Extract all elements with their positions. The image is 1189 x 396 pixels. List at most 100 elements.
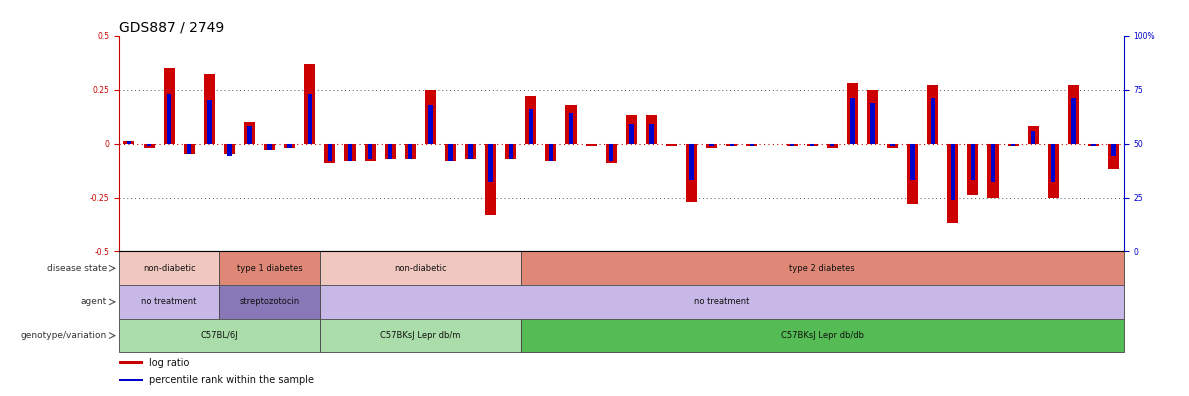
Bar bbox=[666, 143, 677, 146]
Bar bbox=[950, 143, 955, 200]
Bar bbox=[521, 319, 1124, 352]
Bar bbox=[119, 319, 320, 352]
Bar bbox=[521, 251, 1124, 285]
Bar bbox=[219, 285, 320, 319]
Bar bbox=[546, 143, 556, 161]
Bar bbox=[247, 126, 252, 143]
Bar bbox=[445, 143, 455, 161]
Bar bbox=[931, 98, 935, 143]
Bar bbox=[385, 143, 396, 159]
Bar bbox=[465, 143, 476, 159]
Bar bbox=[568, 113, 573, 143]
Bar bbox=[649, 124, 654, 143]
Text: C57BKsJ Lepr db/m: C57BKsJ Lepr db/m bbox=[380, 331, 460, 340]
Text: genotype/variation: genotype/variation bbox=[20, 331, 107, 340]
Bar bbox=[609, 143, 614, 161]
Text: no treatment: no treatment bbox=[694, 297, 749, 307]
Bar bbox=[124, 141, 134, 143]
Text: type 2 diabetes: type 2 diabetes bbox=[789, 264, 855, 273]
Text: non-diabetic: non-diabetic bbox=[394, 264, 447, 273]
Bar bbox=[119, 285, 219, 319]
Bar bbox=[970, 143, 975, 180]
Text: GDS887 / 2749: GDS887 / 2749 bbox=[119, 21, 225, 34]
Bar bbox=[686, 143, 697, 202]
Text: type 1 diabetes: type 1 diabetes bbox=[237, 264, 302, 273]
Bar bbox=[203, 74, 215, 143]
Bar bbox=[726, 143, 737, 146]
Bar bbox=[119, 251, 219, 285]
Bar bbox=[1007, 143, 1019, 146]
Bar bbox=[144, 143, 155, 148]
Bar bbox=[509, 143, 512, 159]
Bar bbox=[948, 143, 958, 223]
Text: agent: agent bbox=[81, 297, 107, 307]
Text: non-diabetic: non-diabetic bbox=[143, 264, 195, 273]
Bar bbox=[187, 143, 191, 154]
Bar bbox=[730, 143, 734, 146]
Bar bbox=[826, 143, 838, 148]
Bar bbox=[1108, 143, 1119, 169]
Bar bbox=[244, 122, 254, 143]
Bar bbox=[347, 143, 352, 161]
Bar bbox=[605, 143, 617, 163]
Bar bbox=[505, 143, 516, 159]
Bar bbox=[847, 83, 857, 143]
Bar bbox=[789, 143, 794, 146]
Bar bbox=[388, 143, 392, 159]
Bar bbox=[468, 143, 473, 159]
Bar bbox=[1051, 143, 1056, 183]
Text: percentile rank within the sample: percentile rank within the sample bbox=[149, 375, 314, 385]
Bar bbox=[424, 89, 436, 143]
Bar bbox=[328, 143, 332, 161]
Bar bbox=[968, 143, 979, 195]
Bar bbox=[787, 143, 798, 146]
Bar bbox=[1071, 98, 1076, 143]
Bar bbox=[288, 143, 292, 148]
Bar bbox=[1088, 143, 1099, 146]
Bar bbox=[887, 143, 898, 148]
Bar bbox=[320, 319, 521, 352]
Bar bbox=[710, 143, 713, 146]
Bar bbox=[548, 143, 553, 161]
Bar bbox=[320, 285, 1124, 319]
Bar bbox=[830, 143, 835, 146]
Text: C57BKsJ Lepr db/db: C57BKsJ Lepr db/db bbox=[781, 331, 863, 340]
Bar bbox=[566, 105, 577, 143]
Bar bbox=[308, 94, 312, 143]
Bar bbox=[867, 89, 877, 143]
Text: no treatment: no treatment bbox=[141, 297, 197, 307]
Bar bbox=[706, 143, 717, 148]
Bar bbox=[646, 116, 656, 143]
Bar bbox=[1027, 126, 1039, 143]
Bar bbox=[1011, 143, 1015, 146]
Text: log ratio: log ratio bbox=[149, 358, 189, 367]
Bar bbox=[690, 143, 694, 180]
Bar bbox=[219, 251, 320, 285]
Bar bbox=[1048, 143, 1058, 198]
Bar bbox=[227, 143, 232, 156]
Bar bbox=[911, 143, 914, 180]
Bar bbox=[749, 143, 754, 146]
Bar bbox=[224, 143, 235, 154]
Bar bbox=[1031, 131, 1036, 143]
Bar bbox=[806, 143, 818, 146]
Bar bbox=[988, 143, 999, 198]
Text: C57BL/6J: C57BL/6J bbox=[201, 331, 238, 340]
Bar bbox=[629, 124, 634, 143]
Bar bbox=[485, 143, 496, 215]
Bar bbox=[625, 116, 637, 143]
Bar bbox=[264, 143, 275, 150]
Bar bbox=[907, 143, 918, 204]
Bar bbox=[586, 143, 597, 146]
Bar bbox=[810, 143, 814, 146]
Bar bbox=[146, 143, 151, 146]
Bar bbox=[927, 85, 938, 143]
Bar bbox=[184, 143, 195, 154]
Bar bbox=[365, 143, 376, 161]
Bar bbox=[1068, 85, 1078, 143]
Bar bbox=[1092, 143, 1096, 146]
Text: streptozotocin: streptozotocin bbox=[239, 297, 300, 307]
Bar bbox=[166, 94, 171, 143]
Bar bbox=[304, 64, 315, 143]
Bar bbox=[526, 96, 536, 143]
